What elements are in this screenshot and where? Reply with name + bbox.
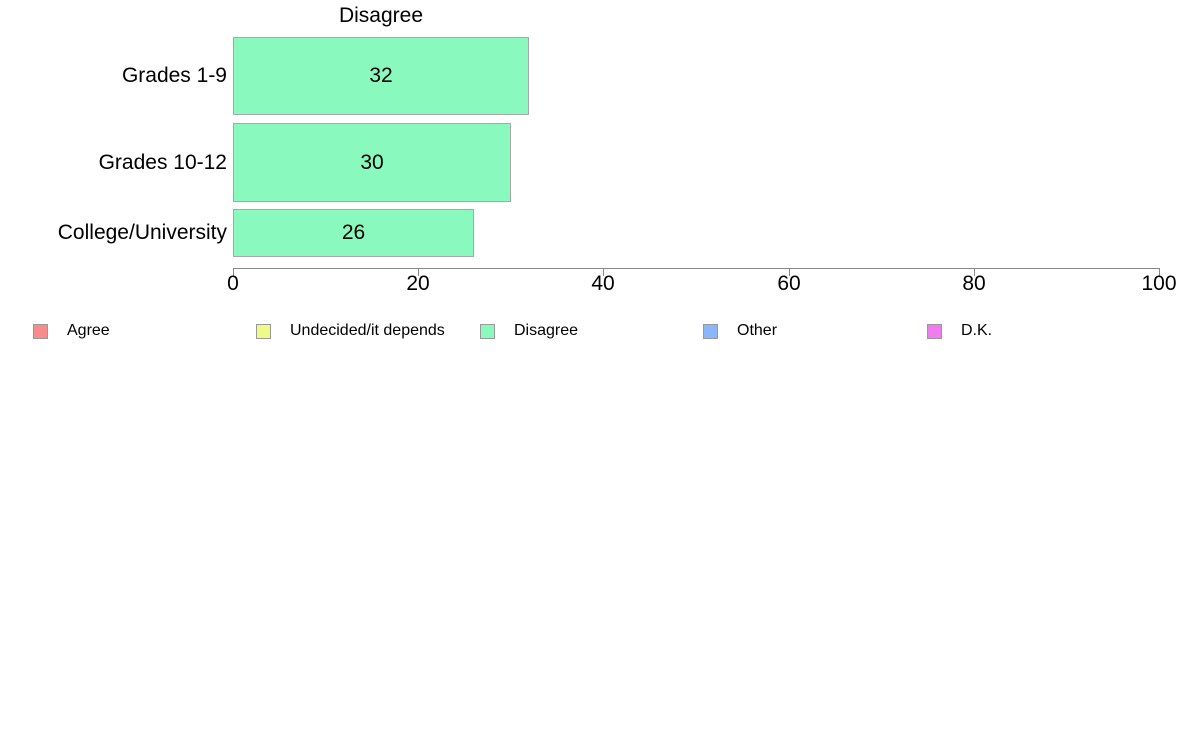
x-axis-tick [789, 268, 790, 276]
category-label: Grades 1-9 [121, 64, 227, 87]
bar-value-label: 30 [360, 150, 384, 174]
legend-swatch [927, 323, 942, 339]
x-axis-tick-label: 20 [406, 272, 430, 295]
bar [233, 37, 529, 115]
legend: Agree Undecided/it depends Disagree Other D.… [0, 318, 1188, 344]
x-axis-tick [418, 268, 419, 276]
legend-label: Agree [67, 322, 110, 339]
legend-item: D.K. [927, 322, 992, 340]
legend-label: Disagree [514, 322, 579, 339]
chart-title: Disagree [338, 4, 424, 27]
bar [233, 209, 474, 257]
category-label: College/University [57, 221, 227, 244]
legend-swatch [256, 323, 271, 339]
legend-swatch [480, 323, 495, 339]
category-label: Grades 10-12 [98, 150, 227, 174]
x-axis-tick-label: 80 [962, 272, 986, 295]
legend-item: Disagree [480, 322, 578, 340]
x-axis-tick-label: 60 [777, 272, 801, 295]
legend-item: Agree [33, 322, 110, 340]
legend-label: D.K. [961, 322, 993, 339]
bar [233, 123, 511, 202]
bar-value-label: 26 [341, 221, 366, 244]
x-axis-line [233, 268, 1160, 269]
legend-swatch [703, 323, 718, 339]
x-axis-tick-label: 40 [591, 272, 615, 295]
x-axis-tick [1159, 268, 1160, 276]
x-axis-tick [974, 268, 975, 276]
x-axis-tick-label: 100 [1141, 272, 1177, 295]
legend-label: Other [737, 322, 778, 339]
legend-item: Undecided/it depends [256, 322, 445, 340]
legend-label: Undecided/it depends [290, 322, 445, 339]
bar-value-label: 32 [369, 64, 393, 87]
x-axis-tick [603, 268, 604, 276]
legend-item: Other [703, 322, 777, 340]
legend-swatch [33, 323, 48, 339]
x-axis-tick-label: 0 [227, 272, 239, 295]
x-axis-tick [233, 268, 234, 276]
